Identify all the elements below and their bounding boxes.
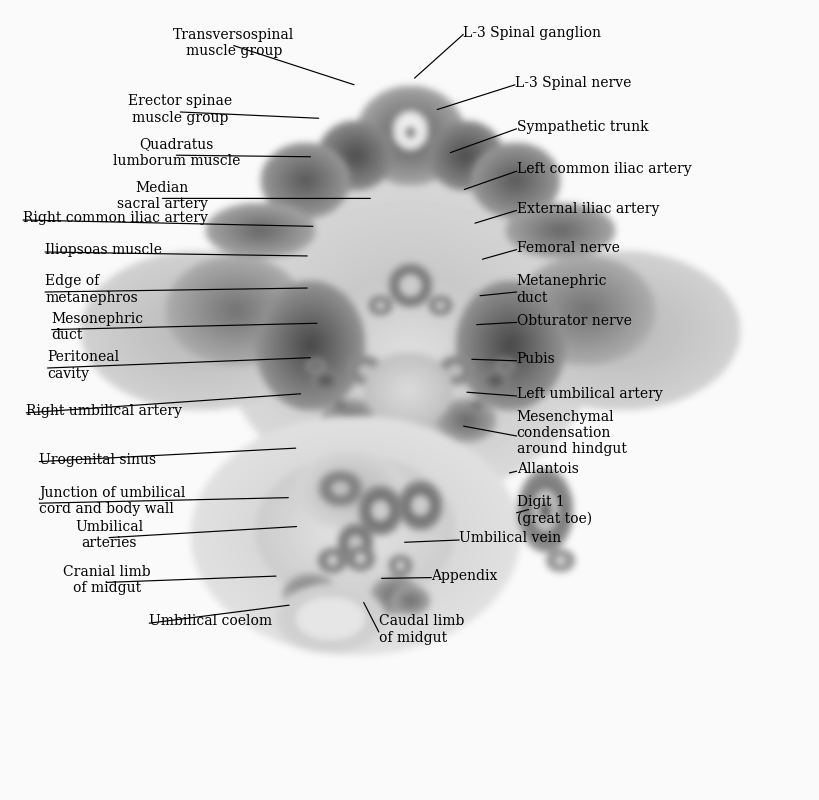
Text: Urogenital sinus: Urogenital sinus [39,453,156,467]
Text: Mesonephric
duct: Mesonephric duct [52,312,143,342]
Text: Umbilical vein: Umbilical vein [459,531,561,546]
Text: Transversospinal
muscle group: Transversospinal muscle group [173,28,294,58]
Text: Median
sacral artery: Median sacral artery [117,181,207,211]
Text: Peritoneal
cavity: Peritoneal cavity [48,350,120,381]
Text: Junction of umbilical
cord and body wall: Junction of umbilical cord and body wall [39,486,186,516]
Text: Mesenchymal
condensation
around hindgut: Mesenchymal condensation around hindgut [516,410,626,456]
Text: Pubis: Pubis [516,352,554,366]
Text: Umbilical coelom: Umbilical coelom [149,614,272,629]
Text: Allantois: Allantois [516,462,577,477]
Text: Metanephric
duct: Metanephric duct [516,274,606,305]
Text: Cranial limb
of midgut: Cranial limb of midgut [63,565,150,595]
Text: Sympathetic trunk: Sympathetic trunk [516,120,648,134]
Text: Umbilical
arteries: Umbilical arteries [75,520,143,550]
Text: Iliopsoas muscle: Iliopsoas muscle [45,243,162,258]
Text: Erector spinae
muscle group: Erector spinae muscle group [129,94,232,125]
Text: Right common iliac artery: Right common iliac artery [23,211,207,226]
Text: Digit 1
(great toe): Digit 1 (great toe) [516,495,591,526]
Text: Quadratus
lumborum muscle: Quadratus lumborum muscle [112,138,240,168]
Text: Right umbilical artery: Right umbilical artery [26,404,182,418]
Text: L-3 Spinal ganglion: L-3 Spinal ganglion [463,26,600,39]
Text: Left umbilical artery: Left umbilical artery [516,387,662,402]
Text: L-3 Spinal nerve: L-3 Spinal nerve [514,76,631,90]
Text: Appendix: Appendix [431,569,497,582]
Text: Femoral nerve: Femoral nerve [516,241,618,255]
Text: Obturator nerve: Obturator nerve [516,314,631,328]
Text: Caudal limb
of midgut: Caudal limb of midgut [378,614,464,645]
Text: External iliac artery: External iliac artery [516,202,658,215]
Text: Edge of
metanephros: Edge of metanephros [45,274,138,305]
Text: Left common iliac artery: Left common iliac artery [516,162,690,176]
